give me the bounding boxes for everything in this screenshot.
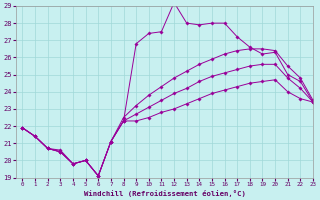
X-axis label: Windchill (Refroidissement éolien,°C): Windchill (Refroidissement éolien,°C) <box>84 190 245 197</box>
